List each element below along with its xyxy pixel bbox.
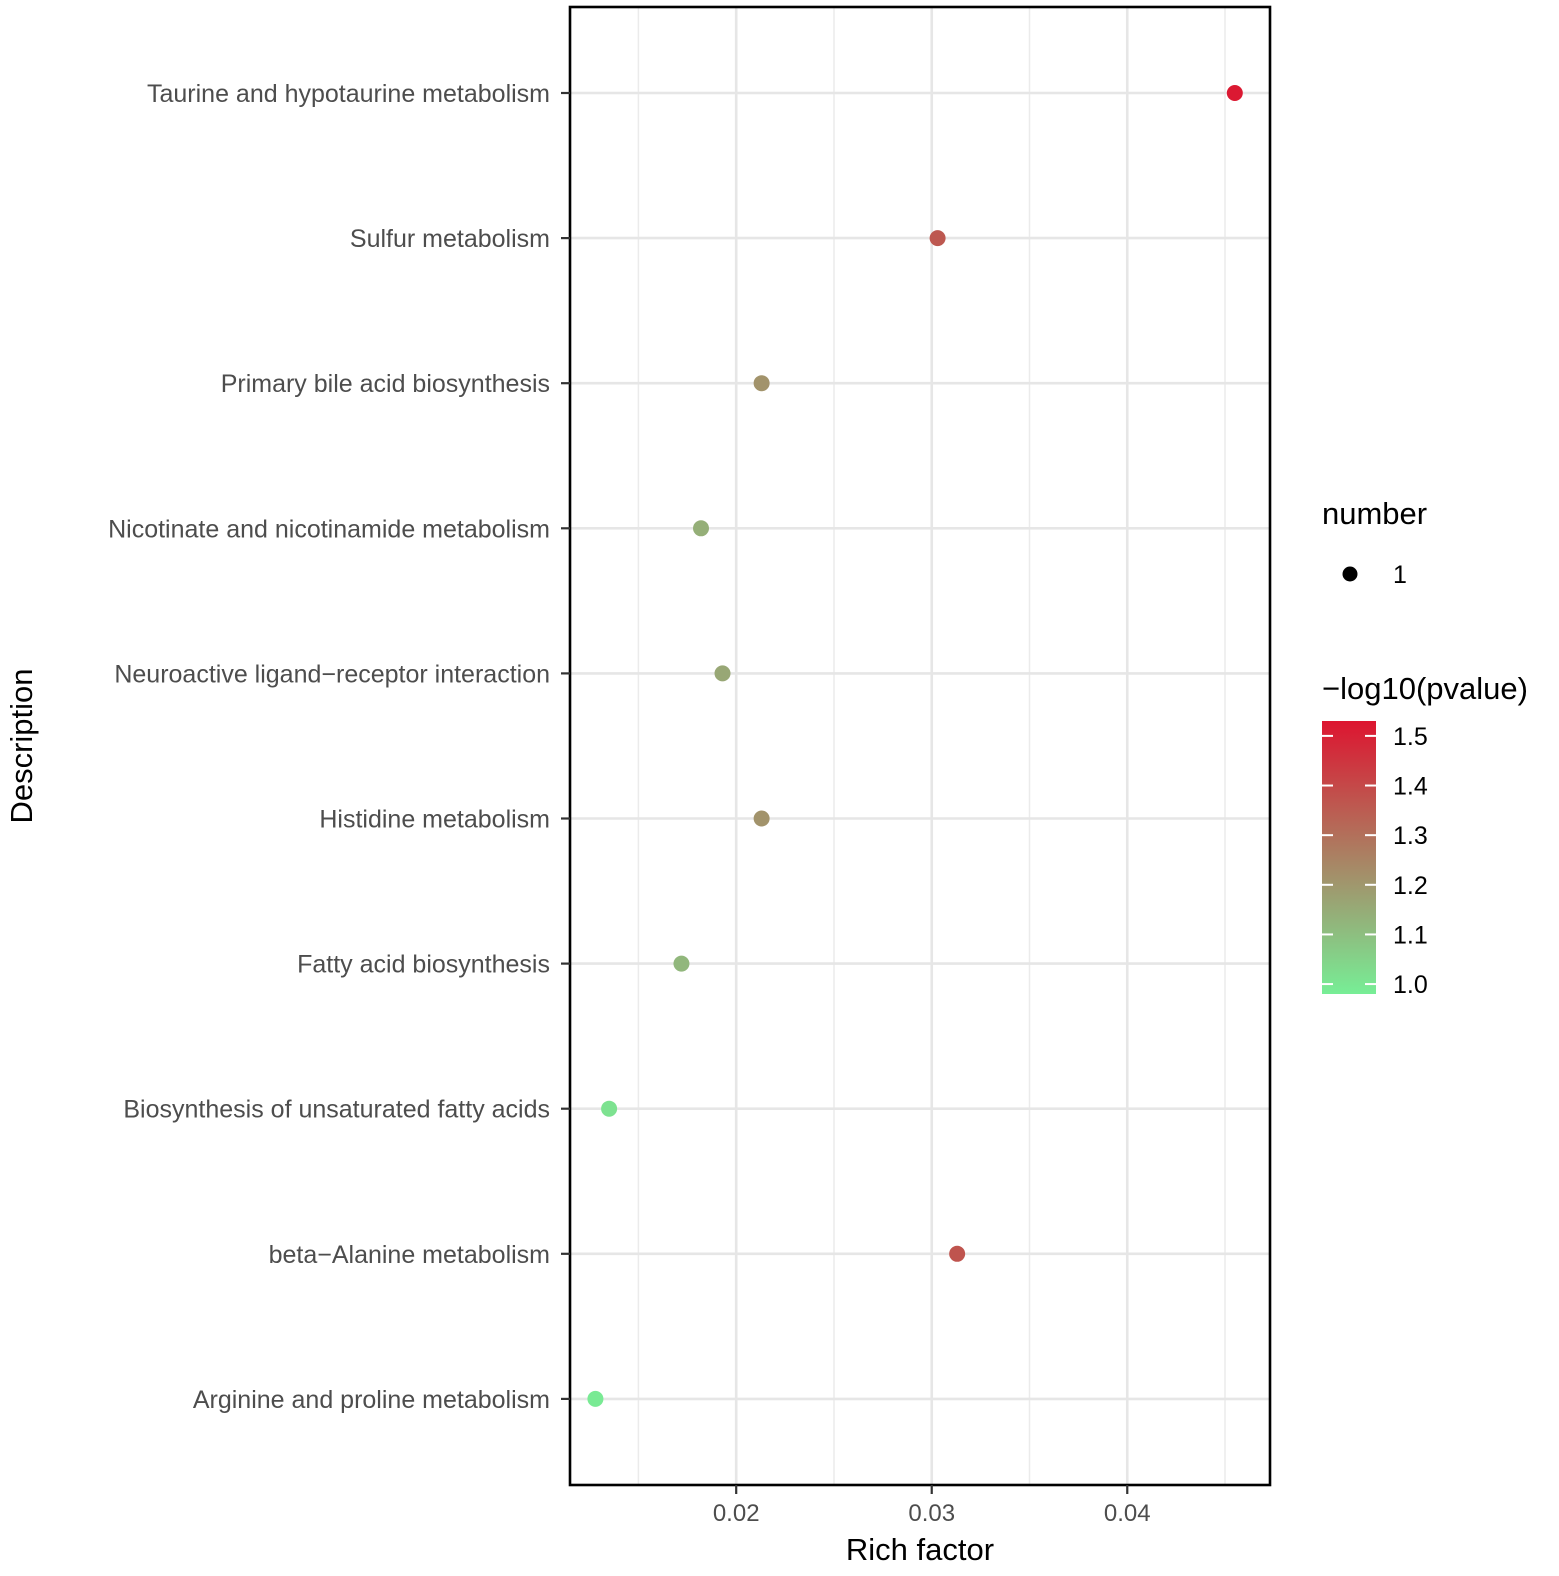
data-point <box>714 665 731 682</box>
data-point <box>1226 85 1243 101</box>
data-point <box>601 1100 618 1117</box>
legend-size-label: 1 <box>1393 561 1407 589</box>
legend-color: −log10(pvalue) 1.0 1.1 1.2 1.3 1.4 1.5 <box>1322 671 1528 999</box>
colorbar-tick-label: 1.4 <box>1393 773 1428 801</box>
colorbar <box>1322 721 1376 994</box>
grid-major-x <box>734 7 1129 1485</box>
colorbar-tick-label: 1.0 <box>1393 971 1428 999</box>
x-axis-ticks <box>735 1485 1129 1494</box>
grid-minor <box>637 7 1226 1485</box>
data-point <box>587 1390 604 1407</box>
x-tick-label: 0.04 <box>1104 1500 1151 1527</box>
y-category-label: Arginine and proline metabolism <box>193 1386 550 1414</box>
colorbar-ticks <box>1322 734 1376 986</box>
data-point <box>949 1245 966 1262</box>
y-category-label: Sulfur metabolism <box>350 225 550 253</box>
y-axis-ticks <box>561 91 570 1401</box>
colorbar-labels: 1.0 1.1 1.2 1.3 1.4 1.5 <box>1393 723 1428 999</box>
legend-color-title: −log10(pvalue) <box>1322 671 1528 706</box>
colorbar-tick-label: 1.2 <box>1393 872 1428 900</box>
data-point <box>673 955 690 972</box>
colorbar-tick-label: 1.1 <box>1393 921 1428 949</box>
x-tick-label: 0.03 <box>908 1500 955 1527</box>
legend-size-entries: 1 <box>1342 561 1407 589</box>
x-tick-label: 0.02 <box>713 1500 760 1527</box>
colorbar-tick-label: 1.5 <box>1393 723 1428 751</box>
data-point <box>753 810 770 827</box>
y-category-label: Biosynthesis of unsaturated fatty acids <box>123 1096 550 1124</box>
plot-border <box>568 5 1272 1487</box>
y-category-label: Neuroactive ligand−receptor interaction <box>114 660 550 688</box>
y-axis-labels: Taurine and hypotaurine metabolism Sulfur… <box>108 80 550 1414</box>
x-axis-title: Rich factor <box>846 1532 994 1567</box>
legend-size-key <box>1342 566 1358 582</box>
y-category-label: Fatty acid biosynthesis <box>297 951 550 979</box>
legend-size: number 1 <box>1322 496 1427 589</box>
data-point <box>929 230 946 247</box>
legend-size-title: number <box>1322 496 1427 531</box>
y-category-label: Taurine and hypotaurine metabolism <box>147 80 550 108</box>
x-axis-labels: 0.02 0.03 0.04 <box>713 1500 1151 1527</box>
y-axis-title: Description <box>4 668 39 823</box>
y-category-label: Histidine metabolism <box>319 806 550 834</box>
data-point <box>753 375 770 392</box>
y-category-label: Primary bile acid biosynthesis <box>221 370 550 398</box>
data-points <box>587 85 1243 1407</box>
y-category-label: Nicotinate and nicotinamide metabolism <box>108 515 550 543</box>
y-category-label: beta−Alanine metabolism <box>269 1241 550 1269</box>
data-point <box>693 520 710 537</box>
colorbar-tick-label: 1.3 <box>1393 822 1428 850</box>
plot-background <box>570 7 1270 1485</box>
